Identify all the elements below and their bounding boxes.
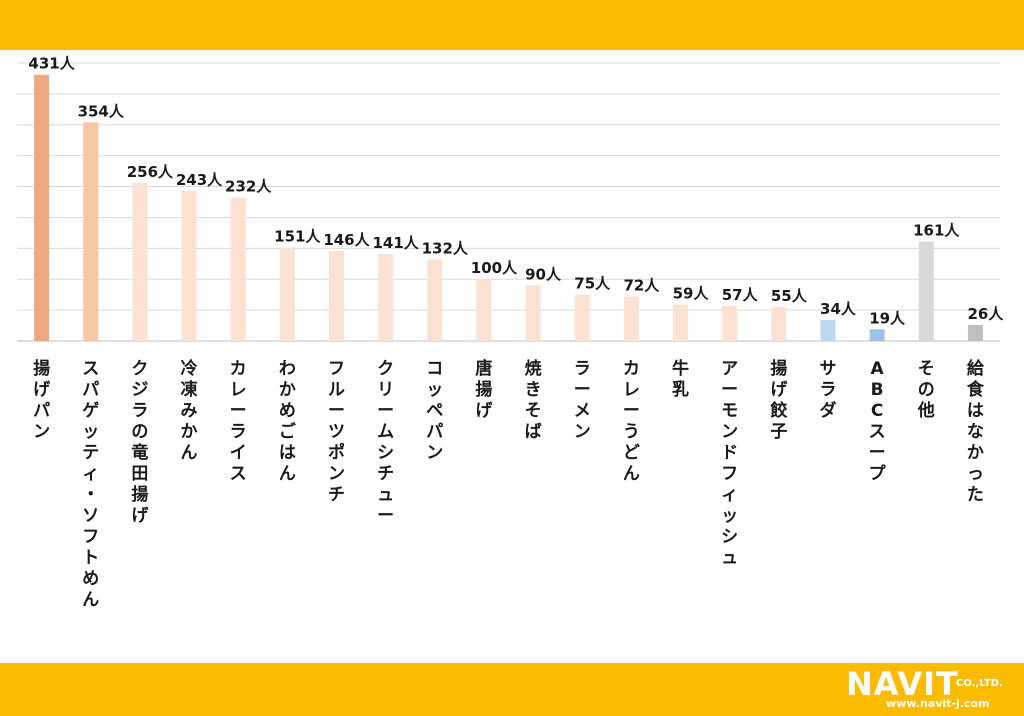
category-label: ラーメン <box>574 359 591 442</box>
navit-logo: NAVIT CO.,LTD. www.navit-j.com <box>846 665 1018 712</box>
data-label: 232人 <box>225 178 272 196</box>
category-label: フルーツポンチ <box>328 359 345 505</box>
category-label: スパゲッティ・ソフトめん <box>82 359 99 610</box>
data-label: 34人 <box>820 300 857 318</box>
bar <box>623 296 639 341</box>
data-label: 431人 <box>28 55 75 73</box>
category-label: クリームシチュー <box>377 359 394 526</box>
category-label: クジラの竜田揚げ <box>131 359 149 526</box>
data-label: 19人 <box>869 309 906 327</box>
category-label: 冷凍みかん <box>181 358 199 463</box>
category-label: カレーうどん <box>623 359 640 484</box>
bar <box>181 190 197 341</box>
category-label: アーモンドフィッシュ <box>721 359 738 568</box>
bar <box>83 122 99 341</box>
logo-wordmark: NAVIT <box>846 665 959 703</box>
data-label: 141人 <box>372 234 419 252</box>
category-label: 唐揚げ <box>475 358 493 421</box>
bar <box>378 253 394 341</box>
bar <box>574 294 590 341</box>
data-label: 354人 <box>78 102 125 120</box>
data-label: 57人 <box>722 286 759 304</box>
bottom-banner <box>0 663 1024 716</box>
category-label: 給食はなかった <box>967 358 985 505</box>
data-label: 90人 <box>525 265 562 283</box>
data-label: 132人 <box>422 239 469 257</box>
category-label: コッペパン <box>426 359 443 463</box>
bar <box>279 247 295 341</box>
data-label: 243人 <box>176 171 223 189</box>
top-banner <box>0 0 1024 50</box>
category-label: サラダ <box>819 359 836 421</box>
logo-url: www.navit-j.com <box>886 697 990 710</box>
bar <box>820 319 836 341</box>
data-label: 75人 <box>574 275 611 293</box>
bar <box>427 259 443 341</box>
data-label: 26人 <box>967 305 1004 323</box>
data-label: 55人 <box>771 287 808 305</box>
data-label: 256人 <box>127 163 174 181</box>
category-label: A B C スープ <box>869 359 887 484</box>
category-label: カレーライス <box>230 359 247 484</box>
data-label: 146人 <box>323 231 370 249</box>
category-label: その他 <box>917 359 935 421</box>
category-label: 揚げ餃子 <box>770 359 788 442</box>
bar <box>230 197 246 341</box>
data-label: 100人 <box>471 259 518 277</box>
logo-company-suffix: CO.,LTD. <box>956 678 1003 689</box>
bar <box>673 304 689 341</box>
data-label: 72人 <box>623 277 660 295</box>
category-label: 焼きそば <box>525 358 542 442</box>
category-label: わかめごはん <box>279 359 297 484</box>
bar <box>328 250 344 341</box>
category-label: 揚げパン <box>33 359 51 442</box>
bar <box>722 305 738 341</box>
bar <box>34 74 50 341</box>
bar <box>525 285 541 341</box>
bar <box>918 241 934 341</box>
category-label: 牛乳 <box>672 358 689 400</box>
data-label: 161人 <box>913 222 960 240</box>
bar <box>771 307 787 341</box>
data-label: 151人 <box>274 228 321 246</box>
bar <box>132 182 148 341</box>
bar <box>967 324 983 341</box>
bar <box>869 329 885 341</box>
data-label: 59人 <box>673 285 710 303</box>
bar <box>476 279 492 341</box>
